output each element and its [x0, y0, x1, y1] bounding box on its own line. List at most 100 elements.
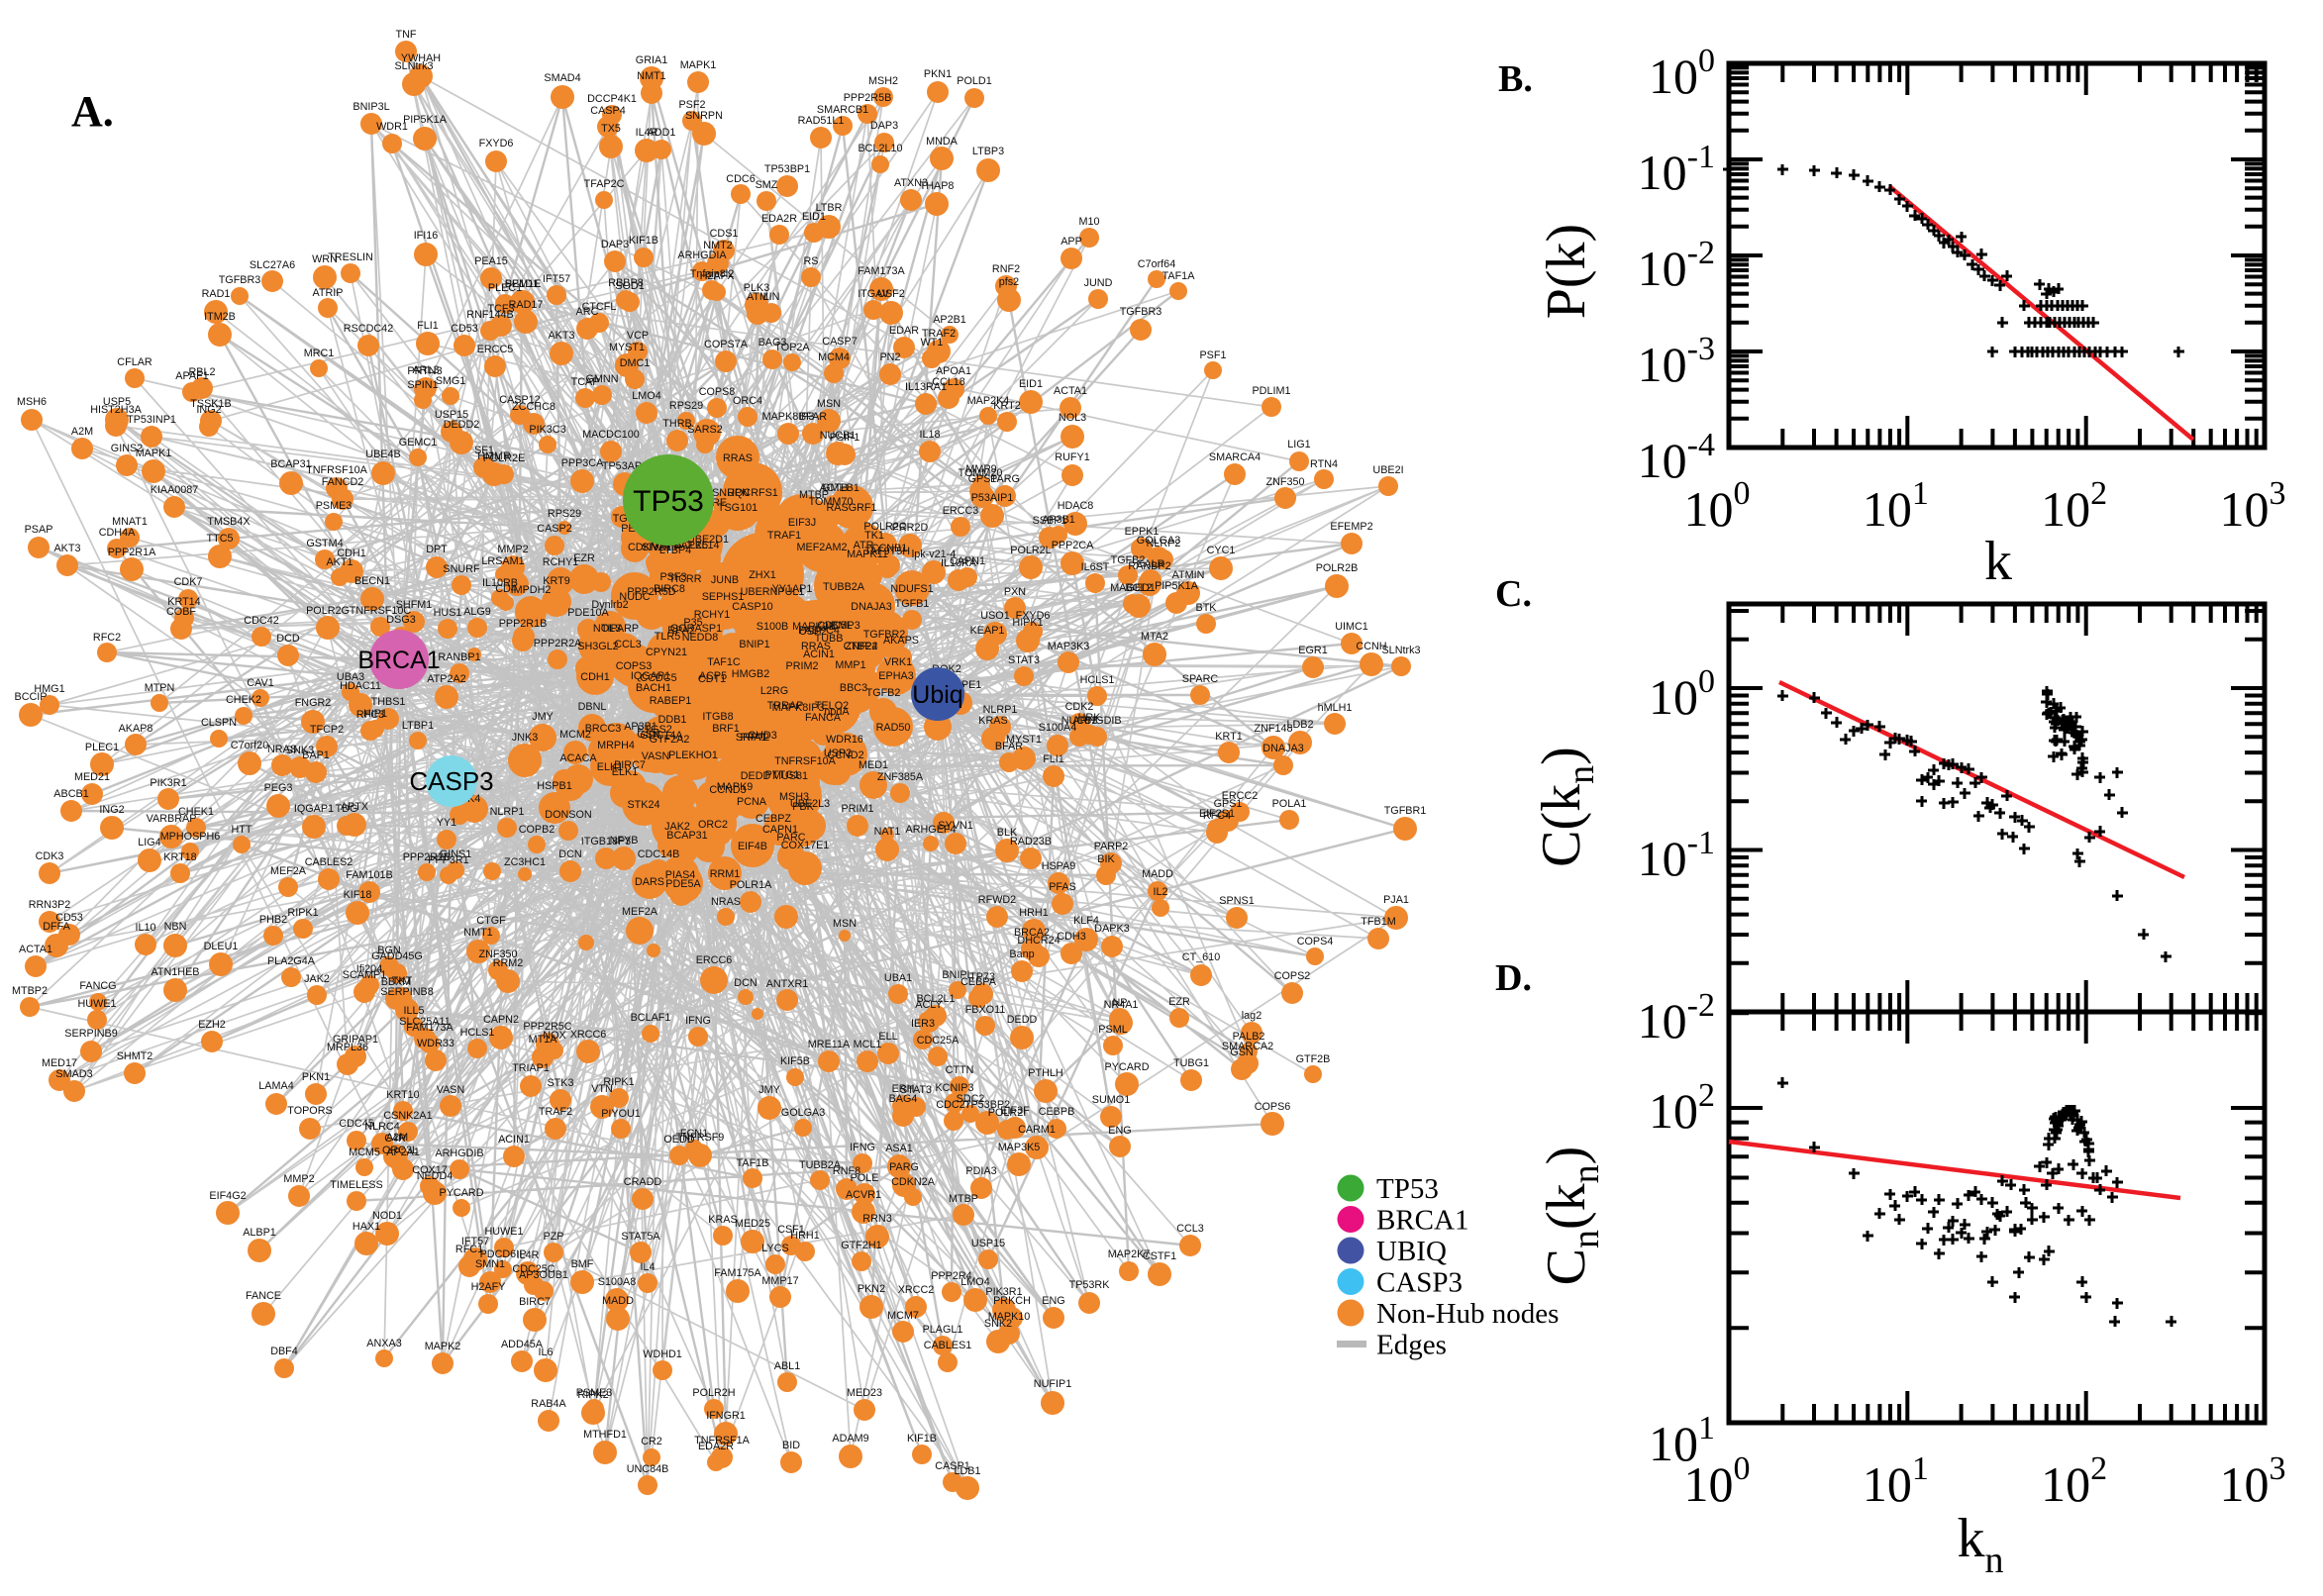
svg-text:TNFRSF9: TNFRSF9	[676, 1132, 725, 1144]
svg-text:SPIN1: SPIN1	[407, 379, 438, 391]
svg-text:RAD1: RAD1	[202, 288, 231, 300]
svg-text:KLF4: KLF4	[1073, 915, 1099, 927]
svg-text:CDC5L: CDC5L	[817, 620, 852, 632]
svg-text:FXYD6: FXYD6	[479, 138, 514, 150]
svg-text:CALR: CALR	[1137, 558, 1165, 570]
svg-text:Ifi204: Ifi204	[356, 963, 382, 975]
svg-text:RPS29: RPS29	[669, 400, 703, 412]
svg-text:VRK1: VRK1	[884, 656, 912, 668]
svg-text:MRC1: MRC1	[304, 348, 335, 359]
svg-text:PRR2D: PRR2D	[892, 522, 929, 534]
svg-text:TFB1M: TFB1M	[1361, 916, 1395, 928]
svg-text:TLR5: TLR5	[655, 631, 680, 643]
svg-text:SMARCA2: SMARCA2	[1222, 1041, 1273, 1052]
svg-text:BRCC3: BRCC3	[585, 723, 622, 735]
svg-text:KRT14: KRT14	[167, 596, 200, 608]
svg-text:CFLAR: CFLAR	[117, 356, 152, 368]
svg-text:PPP3R1: PPP3R1	[428, 854, 468, 866]
svg-text:CEBPZ: CEBPZ	[756, 813, 791, 825]
svg-text:UIMC1: UIMC1	[1335, 621, 1368, 633]
svg-text:KIF18: KIF18	[344, 889, 372, 901]
svg-text:TAF1B: TAF1B	[737, 1157, 769, 1169]
svg-text:RNF144B: RNF144B	[466, 309, 513, 321]
svg-text:ALBP1: ALBP1	[243, 1227, 276, 1239]
svg-text:ELL: ELL	[878, 1031, 897, 1043]
svg-text:TP53RK: TP53RK	[1069, 1279, 1111, 1291]
svg-text:CR2: CR2	[641, 1436, 662, 1447]
svg-text:PLA2G4A: PLA2G4A	[267, 955, 316, 967]
svg-text:HMGB2: HMGB2	[732, 668, 769, 680]
svg-text:10-1: 10-1	[1638, 825, 1715, 886]
svg-text:NBN: NBN	[164, 921, 187, 933]
svg-text:SLNtrk3: SLNtrk3	[1381, 645, 1420, 656]
svg-text:EIF3J: EIF3J	[788, 517, 816, 529]
svg-text:NLRP1: NLRP1	[983, 704, 1018, 716]
svg-text:MMP1: MMP1	[835, 659, 865, 671]
svg-text:ATRIP: ATRIP	[313, 287, 344, 299]
svg-text:VCP: VCP	[627, 330, 649, 342]
svg-text:PSIP1: PSIP1	[830, 432, 860, 444]
svg-text:FAM173A: FAM173A	[406, 1022, 454, 1034]
svg-text:SMAD4: SMAD4	[544, 72, 580, 84]
svg-text:NP: NP	[1113, 997, 1128, 1009]
svg-text:M10: M10	[1078, 216, 1099, 228]
svg-text:LIG4: LIG4	[138, 837, 160, 848]
svg-text:PTHLH: PTHLH	[1028, 1067, 1062, 1079]
svg-text:SPARC: SPARC	[1182, 673, 1219, 685]
svg-text:npdA: npdA	[824, 706, 850, 718]
svg-text:CCNH: CCNH	[1356, 641, 1386, 652]
svg-text:NR4A1: NR4A1	[1104, 999, 1139, 1011]
svg-text:BCLAF1: BCLAF1	[631, 1012, 671, 1024]
svg-text:RFC2: RFC2	[93, 632, 121, 644]
svg-text:ERCC5: ERCC5	[477, 344, 514, 355]
svg-text:PPA1: PPA1	[741, 732, 767, 744]
svg-text:ACTA1: ACTA1	[1054, 385, 1087, 397]
svg-text:ZHX1: ZHX1	[749, 569, 776, 581]
svg-text:MTHFD1: MTHFD1	[583, 1429, 627, 1441]
svg-text:UBE2I: UBE2I	[1372, 464, 1403, 476]
svg-text:KIAA0087: KIAA0087	[151, 484, 199, 496]
svg-text:CSNK2A1: CSNK2A1	[383, 1110, 432, 1122]
svg-text:SMN1: SMN1	[475, 1258, 505, 1270]
svg-text:EZH2: EZH2	[198, 1019, 226, 1031]
svg-text:PPP2R5B: PPP2R5B	[844, 92, 892, 104]
svg-text:TGFB2: TGFB2	[1111, 554, 1146, 566]
svg-text:SH3GL2: SH3GL2	[577, 641, 618, 652]
svg-text:ATXN3: ATXN3	[894, 177, 928, 189]
svg-text:JAK2: JAK2	[664, 821, 690, 833]
svg-text:IER3: IER3	[911, 1018, 935, 1030]
svg-text:HRK: HRK	[1078, 712, 1102, 724]
svg-text:TGFBR3: TGFBR3	[1120, 306, 1162, 318]
svg-text:CHEK1: CHEK1	[178, 806, 214, 818]
svg-text:SNK2: SNK2	[984, 1318, 1012, 1330]
svg-text:PYCARD: PYCARD	[1105, 1061, 1150, 1073]
svg-text:MTBP: MTBP	[799, 489, 829, 501]
svg-text:JAK2: JAK2	[304, 973, 330, 985]
svg-text:TRRAP: TRRAP	[767, 700, 804, 712]
svg-text:GDC14A: GDC14A	[640, 730, 683, 742]
svg-text:ELK1: ELK1	[612, 766, 638, 778]
svg-text:PSME3: PSME3	[576, 1387, 613, 1399]
svg-text:CRADD: CRADD	[624, 1176, 662, 1188]
svg-text:HTT: HTT	[232, 824, 252, 836]
svg-text:AP2B1: AP2B1	[933, 314, 966, 326]
svg-text:MEF2A: MEF2A	[270, 865, 307, 877]
svg-text:PKN1: PKN1	[924, 68, 952, 80]
svg-text:MCM7: MCM7	[887, 1310, 919, 1322]
svg-text:FANCD2: FANCD2	[322, 476, 364, 488]
svg-text:TSSK1B: TSSK1B	[190, 398, 231, 410]
svg-text:PRIM2: PRIM2	[786, 660, 819, 672]
svg-text:CCL18: CCL18	[932, 376, 965, 388]
svg-text:SNRPN: SNRPN	[685, 110, 723, 122]
svg-text:KRT18: KRT18	[163, 851, 196, 863]
svg-text:ACACA: ACACA	[559, 752, 597, 764]
svg-text:FNGR2: FNGR2	[295, 697, 332, 709]
svg-text:MED1: MED1	[858, 759, 888, 771]
svg-text:CASP3: CASP3	[409, 766, 493, 796]
svg-text:C4R: C4R	[384, 1133, 406, 1145]
svg-text:TGFBR1: TGFBR1	[1384, 805, 1427, 817]
svg-text:BGN: BGN	[377, 945, 400, 956]
svg-text:AP2A1: AP2A1	[386, 1147, 420, 1158]
svg-text:NUCB2: NUCB2	[1061, 715, 1098, 727]
svg-text:MAPK8IP3: MAPK8IP3	[762, 411, 815, 423]
